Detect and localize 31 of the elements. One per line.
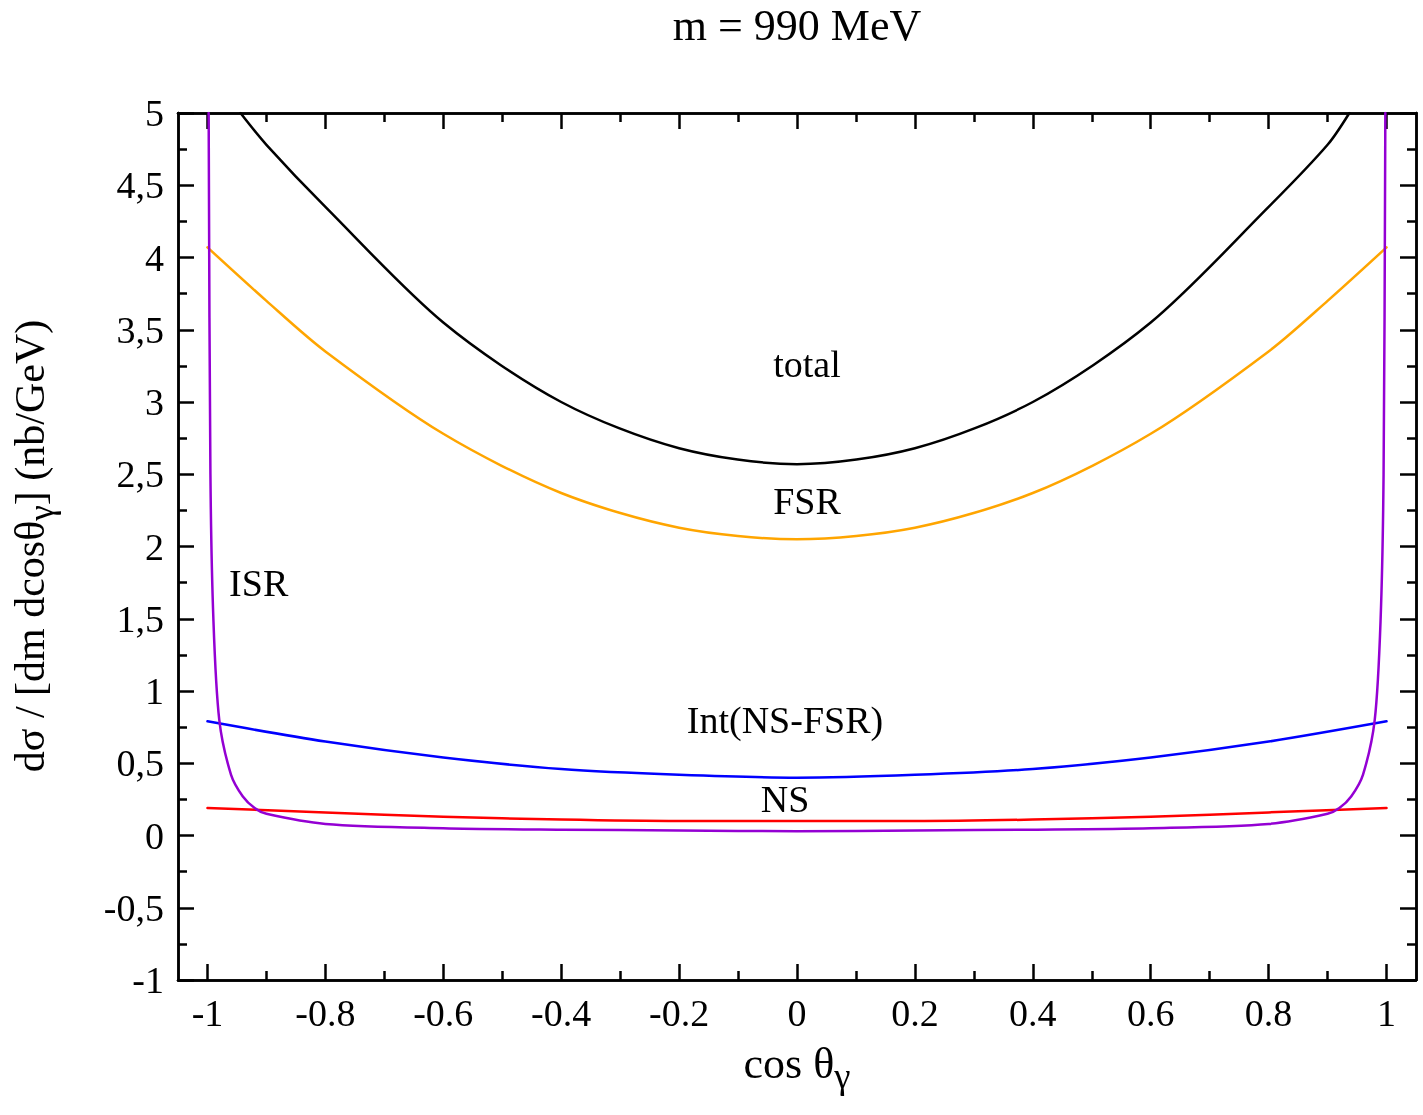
x-tick-label: 0 <box>787 992 807 1034</box>
y-tick-label: 0 <box>145 814 164 857</box>
x-tick-label: -0.2 <box>649 992 710 1034</box>
x-tick-label: 0.2 <box>891 992 939 1034</box>
y-tick-label: 4 <box>145 236 164 279</box>
x-tick-label: 1 <box>1377 992 1397 1034</box>
y-tick-label: -0,5 <box>103 886 164 929</box>
x-tick-label: -0.6 <box>413 992 474 1034</box>
y-tick-label: 1 <box>145 670 164 712</box>
series-label: NS <box>760 778 810 821</box>
y-tick-label: 5 <box>145 92 164 134</box>
y-tick-label: 3,5 <box>116 308 164 351</box>
y-tick-label: 2 <box>145 525 164 568</box>
x-tick-label: 0.4 <box>1009 992 1057 1034</box>
x-tick-label: -0.4 <box>531 992 592 1034</box>
y-tick-label: 2,5 <box>116 453 164 496</box>
y-tick-label: 3 <box>145 381 164 423</box>
y-tick-label: 0,5 <box>116 742 164 785</box>
series-label: total <box>773 343 841 386</box>
x-tick-label: -1 <box>191 992 224 1034</box>
y-tick-label: 4,5 <box>116 164 164 207</box>
series-label: FSR <box>773 480 842 523</box>
y-tick-label: -1 <box>132 959 164 1001</box>
x-axis-title: cos θ$_{γ}$ <box>743 1038 851 1097</box>
x-tick-label: -0.8 <box>295 992 356 1034</box>
x-tick-label: 0.6 <box>1126 992 1175 1034</box>
x-tick-label: 0.8 <box>1244 992 1293 1034</box>
y-tick-label: 1,5 <box>116 597 164 640</box>
chart-title: m = 990 MeV <box>672 0 922 51</box>
series-label: ISR <box>229 562 289 604</box>
series-label: Int(NS-FSR) <box>686 698 884 742</box>
